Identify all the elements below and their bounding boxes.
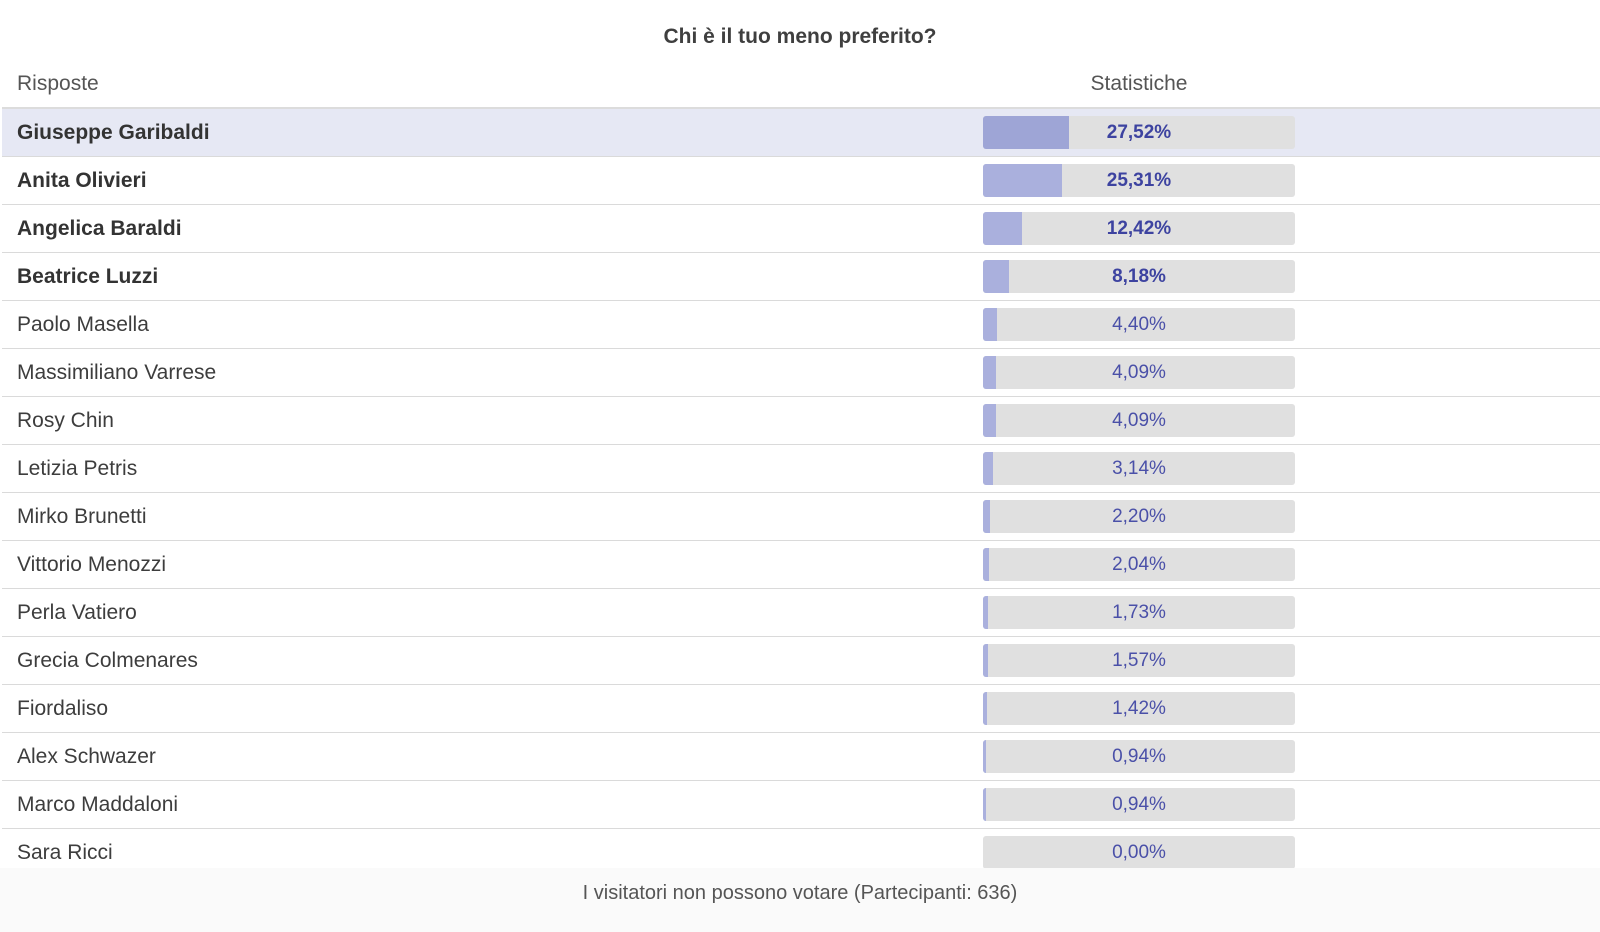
result-bar-track: 1,57% <box>983 644 1295 677</box>
option-label: Grecia Colmenares <box>17 649 198 672</box>
result-percent: 12,42% <box>1106 218 1172 239</box>
option-label: Alex Schwazer <box>17 745 156 768</box>
result-bar-fill <box>983 692 988 725</box>
result-percent: 2,04% <box>1112 554 1166 575</box>
poll-option-row: Marco Maddaloni 0,94% <box>2 781 1600 829</box>
result-bar-track: 8,18% <box>983 260 1295 293</box>
poll-option-row: Massimiliano Varrese 4,09% <box>2 349 1600 397</box>
result-bar-track: 4,40% <box>983 308 1295 341</box>
poll-option-row: Giuseppe Garibaldi 27,52% <box>2 109 1600 157</box>
result-bar-fill <box>983 596 989 629</box>
result-bar-fill <box>983 452 993 485</box>
result-bar-track: 2,20% <box>983 500 1295 533</box>
poll-option-row: Fiordaliso 1,42% <box>2 685 1600 733</box>
result-percent: 2,20% <box>1112 506 1166 527</box>
result-bar-fill <box>983 116 1069 149</box>
result-bar-track: 25,31% <box>983 164 1295 197</box>
result-bar-fill <box>983 404 996 437</box>
poll-option-row: Sara Ricci 0,00% <box>2 829 1600 877</box>
poll-option-row: Grecia Colmenares 1,57% <box>2 637 1600 685</box>
result-percent: 8,18% <box>1112 266 1166 287</box>
poll-option-row: Mirko Brunetti 2,20% <box>2 493 1600 541</box>
result-bar-fill <box>983 644 988 677</box>
result-bar-track: 27,52% <box>983 116 1295 149</box>
poll-option-row: Letizia Petris 3,14% <box>2 445 1600 493</box>
option-label: Paolo Masella <box>17 313 149 336</box>
header-stats: Statistiche <box>1090 72 1188 95</box>
result-percent: 4,40% <box>1112 314 1166 335</box>
header-answers: Risposte <box>17 72 99 95</box>
result-percent: 3,14% <box>1112 458 1166 479</box>
result-bar-track: 1,42% <box>983 692 1295 725</box>
option-label: Sara Ricci <box>17 841 113 864</box>
table-header: Risposte Statistiche <box>2 62 1600 109</box>
result-bar-track: 12,42% <box>983 212 1295 245</box>
result-percent: 4,09% <box>1112 410 1166 431</box>
result-percent: 1,57% <box>1112 650 1166 671</box>
option-label: Perla Vatiero <box>17 601 137 624</box>
poll-title: Chi è il tuo meno preferito? <box>663 25 937 48</box>
result-bar-track: 0,94% <box>983 740 1295 773</box>
result-percent: 0,94% <box>1112 794 1166 815</box>
result-percent: 25,31% <box>1106 170 1172 191</box>
option-label: Giuseppe Garibaldi <box>17 121 210 144</box>
result-bar-fill <box>983 260 1009 293</box>
option-label: Angelica Baraldi <box>17 217 182 240</box>
option-label: Fiordaliso <box>17 697 109 720</box>
result-bar-fill <box>983 788 986 821</box>
option-label: Mirko Brunetti <box>17 505 147 528</box>
result-bar-track: 0,00% <box>983 836 1295 869</box>
option-label: Vittorio Menozzi <box>17 553 167 576</box>
participants-note: I visitatori non possono votare (Parteci… <box>582 882 1018 904</box>
option-label: Anita Olivieri <box>17 169 147 192</box>
poll-option-row: Alex Schwazer 0,94% <box>2 733 1600 781</box>
result-percent: 4,09% <box>1112 362 1166 383</box>
result-bar-fill <box>983 308 997 341</box>
result-bar-track: 3,14% <box>983 452 1295 485</box>
option-label: Marco Maddaloni <box>17 793 179 816</box>
poll-option-row: Beatrice Luzzi 8,18% <box>2 253 1600 301</box>
result-bar-fill <box>983 500 990 533</box>
poll-rows: Giuseppe Garibaldi 27,52% Anita Olivieri 25… <box>2 109 1600 877</box>
result-bar-fill <box>983 356 996 389</box>
result-bar-fill <box>983 548 990 581</box>
option-label: Rosy Chin <box>17 409 114 432</box>
result-bar-fill <box>983 212 1022 245</box>
result-bar-track: 4,09% <box>983 356 1295 389</box>
poll-option-row: Angelica Baraldi 12,42% <box>2 205 1600 253</box>
result-bar-fill <box>983 164 1062 197</box>
poll-option-row: Paolo Masella 4,40% <box>2 301 1600 349</box>
result-percent: 0,94% <box>1112 746 1166 767</box>
result-bar-track: 4,09% <box>983 404 1295 437</box>
option-label: Letizia Petris <box>17 457 138 480</box>
result-percent: 1,73% <box>1112 602 1166 623</box>
poll-option-row: Perla Vatiero 1,73% <box>2 589 1600 637</box>
result-percent: 0,00% <box>1112 842 1166 863</box>
result-percent: 27,52% <box>1106 122 1172 143</box>
result-bar-fill <box>983 740 986 773</box>
poll-option-row: Anita Olivieri 25,31% <box>2 157 1600 205</box>
result-percent: 1,42% <box>1112 698 1166 719</box>
option-label: Massimiliano Varrese <box>17 361 217 384</box>
result-bar-track: 0,94% <box>983 788 1295 821</box>
poll-results-table: Risposte Statistiche Giuseppe Garibaldi 2… <box>2 62 1600 877</box>
poll-option-row: Vittorio Menozzi 2,04% <box>2 541 1600 589</box>
result-bar-track: 1,73% <box>983 596 1295 629</box>
result-bar-track: 2,04% <box>983 548 1295 581</box>
option-label: Beatrice Luzzi <box>17 265 159 288</box>
poll-footer: I visitatori non possono votare (Parteci… <box>0 868 1600 932</box>
poll-option-row: Rosy Chin 4,09% <box>2 397 1600 445</box>
